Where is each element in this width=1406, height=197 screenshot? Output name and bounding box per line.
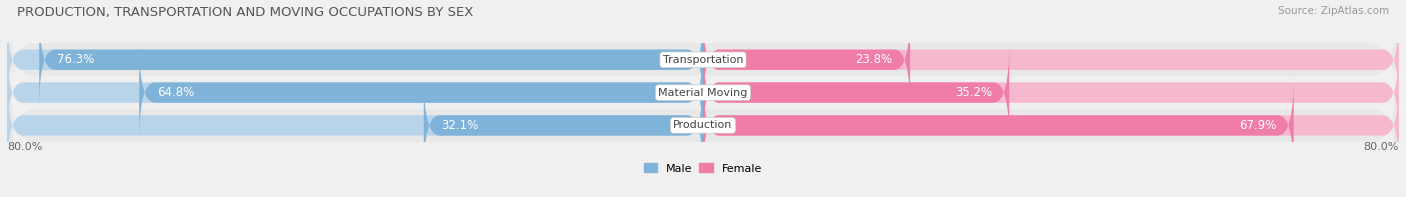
FancyBboxPatch shape xyxy=(7,11,703,109)
Text: 32.1%: 32.1% xyxy=(441,119,478,132)
FancyBboxPatch shape xyxy=(703,76,1399,174)
FancyBboxPatch shape xyxy=(7,44,703,141)
Text: Source: ZipAtlas.com: Source: ZipAtlas.com xyxy=(1278,6,1389,16)
Legend: Male, Female: Male, Female xyxy=(644,163,762,174)
Text: 23.8%: 23.8% xyxy=(855,53,893,66)
FancyBboxPatch shape xyxy=(703,44,1010,141)
FancyBboxPatch shape xyxy=(7,43,1399,197)
FancyBboxPatch shape xyxy=(703,76,1294,174)
FancyBboxPatch shape xyxy=(7,0,1399,142)
Text: PRODUCTION, TRANSPORTATION AND MOVING OCCUPATIONS BY SEX: PRODUCTION, TRANSPORTATION AND MOVING OC… xyxy=(17,6,474,19)
FancyBboxPatch shape xyxy=(703,44,1399,141)
FancyBboxPatch shape xyxy=(139,44,703,141)
Text: 80.0%: 80.0% xyxy=(1364,142,1399,152)
FancyBboxPatch shape xyxy=(39,11,703,109)
FancyBboxPatch shape xyxy=(703,11,1399,109)
FancyBboxPatch shape xyxy=(423,76,703,174)
Text: 67.9%: 67.9% xyxy=(1239,119,1277,132)
FancyBboxPatch shape xyxy=(703,11,910,109)
Text: Transportation: Transportation xyxy=(662,55,744,65)
Text: 64.8%: 64.8% xyxy=(156,86,194,99)
Text: Material Moving: Material Moving xyxy=(658,88,748,98)
Text: 76.3%: 76.3% xyxy=(56,53,94,66)
FancyBboxPatch shape xyxy=(7,10,1399,175)
Text: 80.0%: 80.0% xyxy=(7,142,42,152)
Text: Production: Production xyxy=(673,120,733,130)
Text: 35.2%: 35.2% xyxy=(955,86,991,99)
FancyBboxPatch shape xyxy=(7,76,703,174)
